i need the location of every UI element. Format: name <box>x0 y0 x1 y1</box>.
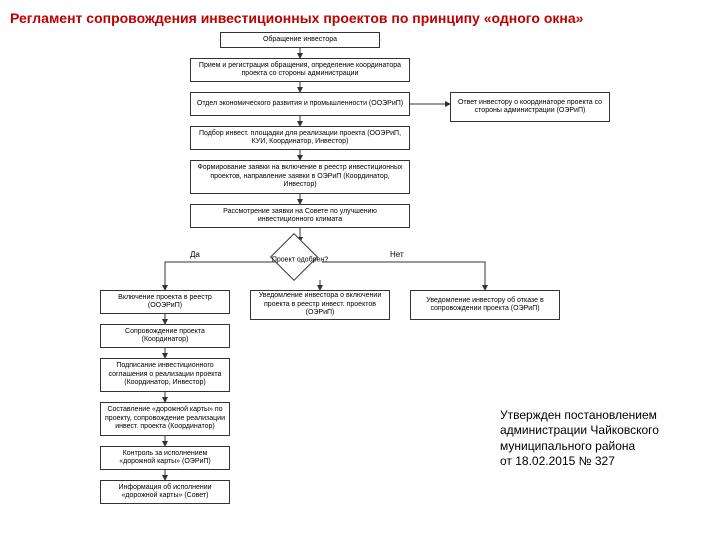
flow-node-n2: Прием и регистрация обращения, определен… <box>190 58 410 82</box>
flow-node-n4: Ответ инвестору о координаторе проекта с… <box>450 92 610 122</box>
no-label: Нет <box>390 250 404 259</box>
page-title: Регламент сопровождения инвестиционных п… <box>10 10 710 26</box>
flow-node-n5: Подбор инвест. площадки для реализации п… <box>190 126 410 150</box>
flow-node-n10: Уведомление инвестору об отказе в сопров… <box>410 290 560 320</box>
flow-node-n15: Информация об исполнении «дорожной карты… <box>100 480 230 504</box>
note-line: муниципального района <box>500 439 700 455</box>
note-line: администрации Чайковского <box>500 423 700 439</box>
flow-node-n1: Обращение инвестора <box>220 32 380 48</box>
flow-node-n6: Формирование заявки на включение в реест… <box>190 160 410 194</box>
flow-node-n3: Отдел экономического развития и промышле… <box>190 92 410 116</box>
flow-node-n13: Составление «дорожной карты» по проекту,… <box>100 402 230 436</box>
yes-label: Да <box>190 250 200 259</box>
flow-node-n14: Контроль за исполнением «дорожной карты»… <box>100 446 230 470</box>
decision-label: Проект одобрен? <box>270 257 330 264</box>
flow-node-n8: Включение проекта в реестр (ООЭРиП) <box>100 290 230 314</box>
flow-node-n7: Рассмотрение заявки на Совете по улучшен… <box>190 204 410 228</box>
flow-node-n9: Уведомление инвестора о включении проект… <box>250 290 390 320</box>
note-line: Утвержден постановлением <box>500 408 700 424</box>
flow-node-n12: Подписание инвестиционного соглашения о … <box>100 358 230 392</box>
note-line: от 18.02.2015 № 327 <box>500 454 700 470</box>
approval-note: Утвержден постановлением администрации Ч… <box>500 408 700 470</box>
flow-node-n11: Сопровождение проекта (Координатор) <box>100 324 230 348</box>
